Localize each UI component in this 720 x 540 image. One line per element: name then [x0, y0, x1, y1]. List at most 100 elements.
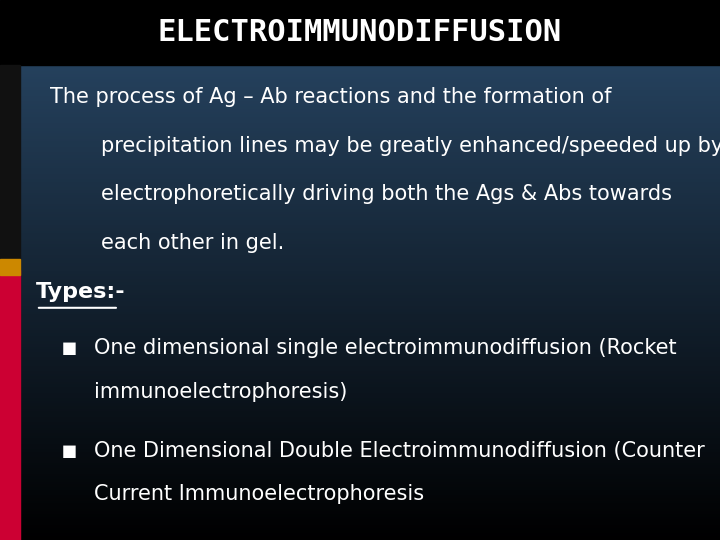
- Bar: [0, 227, 720, 229]
- Bar: [0, 483, 720, 486]
- Bar: [0, 127, 720, 130]
- Bar: [0, 138, 720, 140]
- Bar: [0, 427, 720, 429]
- Bar: [0, 402, 720, 405]
- Bar: [0, 81, 720, 84]
- Bar: [0, 167, 720, 170]
- Bar: [0, 146, 720, 148]
- Bar: [0, 57, 720, 59]
- Bar: [0, 456, 720, 459]
- Bar: [0, 500, 720, 502]
- Bar: [0, 208, 720, 211]
- Bar: [0, 343, 720, 346]
- Bar: [0, 170, 720, 173]
- Bar: [0, 224, 720, 227]
- Bar: [0, 108, 720, 111]
- Bar: [0, 165, 720, 167]
- Bar: [0, 200, 720, 202]
- Bar: [0, 178, 720, 181]
- Bar: [0, 24, 720, 27]
- Bar: [0, 346, 720, 348]
- Bar: [0, 49, 720, 51]
- Bar: [0, 148, 720, 151]
- Bar: [0, 159, 720, 162]
- Bar: [0, 472, 720, 475]
- Bar: [0, 270, 720, 273]
- Bar: [0, 259, 720, 262]
- Bar: [0, 292, 720, 294]
- Bar: [0, 367, 720, 370]
- Bar: [0, 43, 720, 46]
- Bar: [0, 413, 720, 416]
- Bar: [0, 78, 720, 81]
- Bar: [0, 221, 720, 224]
- Bar: [0, 16, 720, 19]
- Bar: [0, 327, 720, 329]
- Bar: [0, 454, 720, 456]
- Bar: [0, 443, 720, 445]
- Bar: [0, 70, 720, 73]
- Bar: [0, 494, 720, 497]
- Bar: [0, 135, 720, 138]
- Bar: [0, 202, 720, 205]
- Bar: [0, 0, 720, 65]
- Text: precipitation lines may be greatly enhanced/speeded up by: precipitation lines may be greatly enhan…: [101, 136, 720, 156]
- Bar: [0, 284, 720, 286]
- Bar: [0, 459, 720, 462]
- Bar: [0, 324, 720, 327]
- Bar: [0, 513, 720, 516]
- Bar: [0, 435, 720, 437]
- Bar: [0, 62, 720, 65]
- Bar: [0, 92, 720, 94]
- Bar: [0, 119, 720, 122]
- Bar: [0, 94, 720, 97]
- Bar: [0, 448, 720, 451]
- Bar: [0, 348, 720, 351]
- Bar: [0, 475, 720, 478]
- Bar: [0, 162, 720, 165]
- Bar: [0, 267, 720, 270]
- Bar: [0, 437, 720, 440]
- Bar: [0, 205, 720, 208]
- Bar: [0, 216, 720, 219]
- Bar: [0, 103, 720, 105]
- Bar: [0, 46, 720, 49]
- Bar: [0, 0, 720, 3]
- Bar: [0, 122, 720, 124]
- Bar: [0, 486, 720, 489]
- Bar: [0, 240, 720, 243]
- Bar: [0, 235, 720, 238]
- Bar: [0, 259, 20, 275]
- Bar: [0, 316, 720, 319]
- Bar: [0, 524, 720, 526]
- Bar: [0, 389, 720, 392]
- Bar: [0, 297, 720, 300]
- Bar: [0, 181, 720, 184]
- Bar: [0, 481, 720, 483]
- Bar: [0, 130, 720, 132]
- Bar: [0, 338, 720, 340]
- Text: The process of Ag – Ab reactions and the formation of: The process of Ag – Ab reactions and the…: [50, 87, 612, 107]
- Bar: [0, 497, 720, 500]
- Text: immunoelectrophoresis): immunoelectrophoresis): [94, 381, 347, 402]
- Bar: [0, 219, 720, 221]
- Bar: [0, 416, 720, 418]
- Bar: [0, 356, 720, 359]
- Bar: [0, 113, 720, 116]
- Bar: [0, 73, 720, 76]
- Bar: [0, 446, 720, 448]
- Bar: [0, 246, 720, 248]
- Text: Types:-: Types:-: [36, 281, 125, 302]
- Bar: [0, 30, 720, 32]
- Bar: [0, 189, 720, 192]
- Bar: [0, 373, 720, 375]
- Bar: [0, 22, 720, 24]
- Bar: [0, 248, 720, 251]
- Bar: [0, 38, 720, 40]
- Bar: [0, 332, 720, 335]
- Bar: [0, 8, 720, 11]
- Bar: [0, 310, 720, 313]
- Bar: [0, 116, 720, 119]
- Bar: [0, 408, 720, 410]
- Bar: [0, 86, 720, 89]
